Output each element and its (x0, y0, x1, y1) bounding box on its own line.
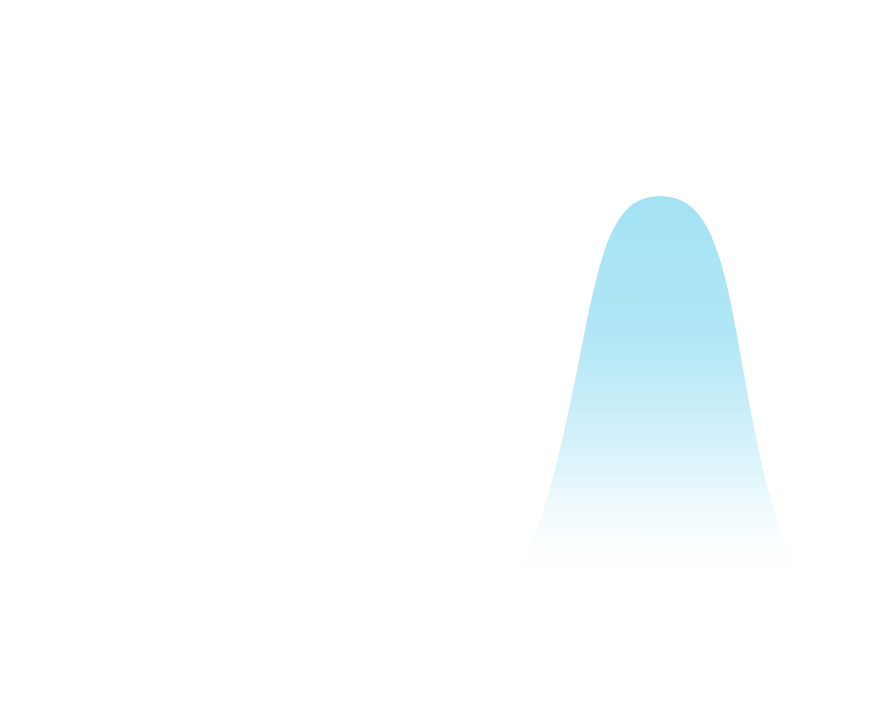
bell-curve-shape (505, 196, 810, 590)
